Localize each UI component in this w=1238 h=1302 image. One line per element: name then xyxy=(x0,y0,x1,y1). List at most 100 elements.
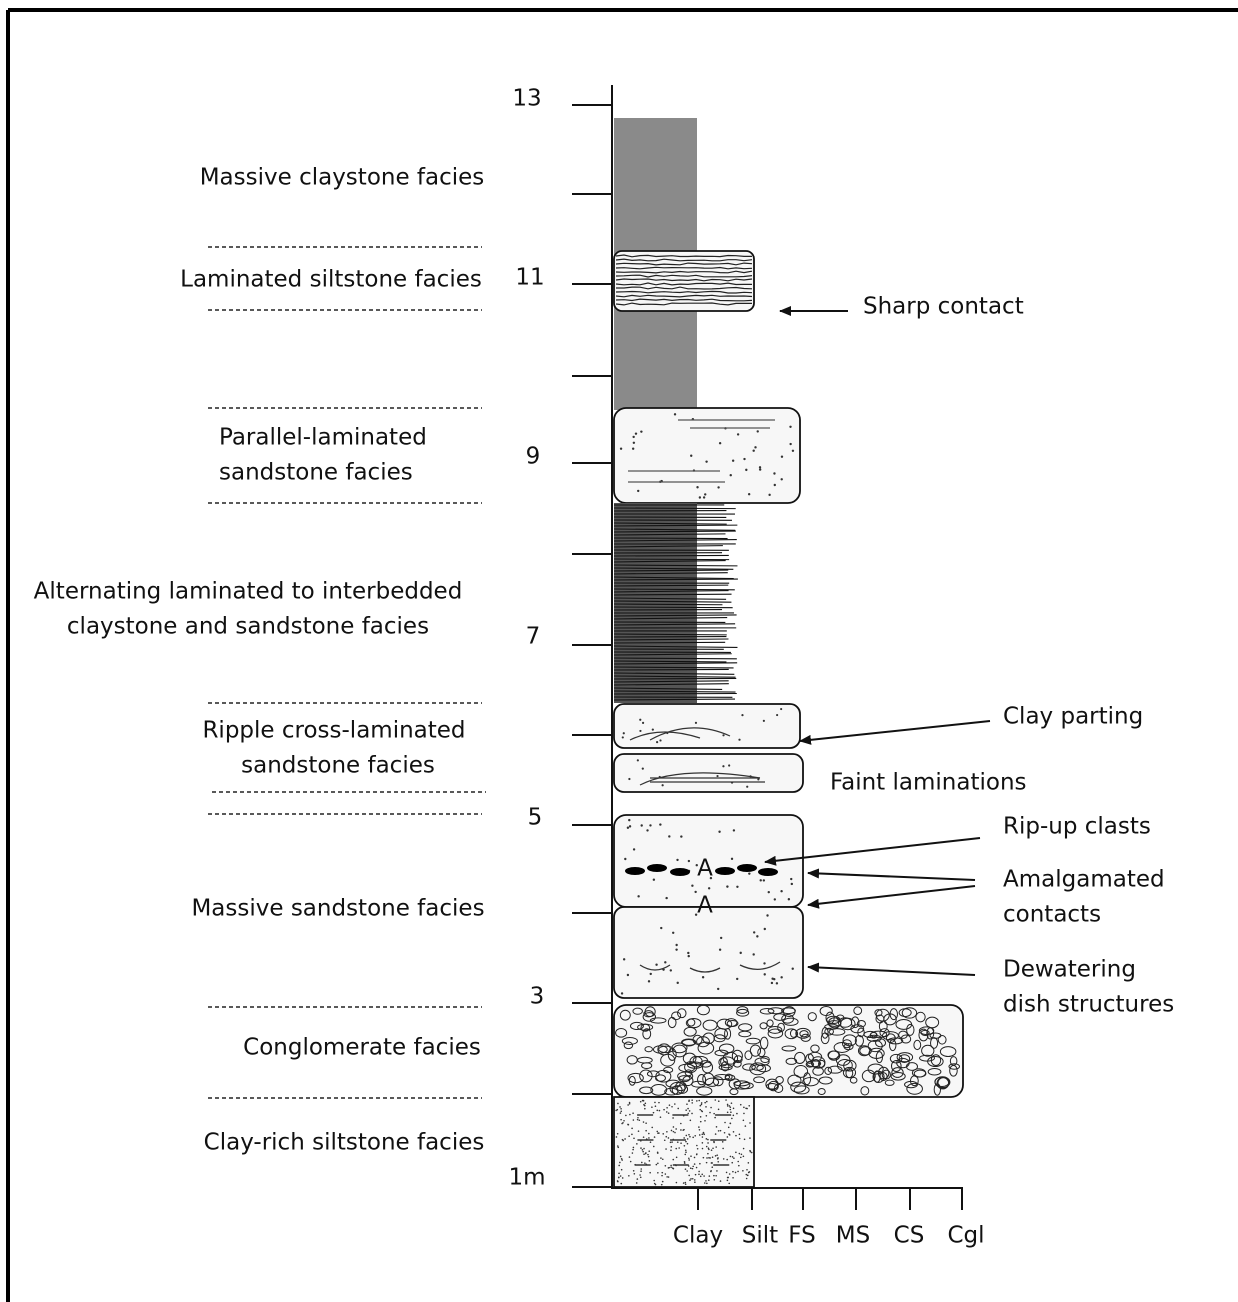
grain-dot xyxy=(708,1147,710,1149)
annotation: contacts xyxy=(1003,902,1101,928)
grain-dot xyxy=(657,1162,659,1164)
grain-dot xyxy=(653,1180,655,1182)
grain-dot xyxy=(683,1137,685,1139)
grain-dot xyxy=(687,1113,689,1115)
grain-dot xyxy=(637,1119,639,1121)
grain-dot xyxy=(642,1149,644,1151)
grain-dot xyxy=(695,1174,697,1176)
grain-dot xyxy=(747,1175,749,1177)
grain-dot xyxy=(639,1119,641,1121)
grain-dot xyxy=(706,1101,708,1103)
grain-dot xyxy=(692,1168,694,1170)
grain-dot xyxy=(692,1137,694,1139)
grain-dot xyxy=(659,1110,661,1112)
grain-dot xyxy=(689,1110,691,1112)
grain-dot xyxy=(776,714,778,716)
grain-dot xyxy=(620,448,622,450)
grain-dot xyxy=(781,456,783,458)
grain-dot xyxy=(711,1149,713,1151)
contact-label: A xyxy=(697,893,713,919)
grain-dot xyxy=(623,1120,625,1122)
grain-dot xyxy=(654,1183,656,1185)
grain-dot xyxy=(792,450,794,452)
grain-dot xyxy=(729,1105,731,1107)
depth-label: 13 xyxy=(512,86,541,112)
grain-dot xyxy=(653,1146,655,1148)
grain-dot xyxy=(723,1158,725,1160)
grain-dot xyxy=(722,765,724,767)
grain-dot xyxy=(714,1117,716,1119)
grain-dot xyxy=(700,1116,702,1118)
grain-dot xyxy=(792,967,794,969)
grain-dot xyxy=(699,1109,701,1111)
grain-dot xyxy=(789,426,791,428)
grain-dot xyxy=(630,1161,632,1163)
grain-dot xyxy=(662,1181,664,1183)
grain-dot xyxy=(633,848,635,850)
grain-dot xyxy=(617,1103,619,1105)
grain-dot xyxy=(746,1169,748,1171)
lamina xyxy=(614,693,737,694)
grain-dot xyxy=(774,484,776,486)
grain-dot xyxy=(763,879,765,881)
grain-dot xyxy=(741,714,743,716)
grain-dot xyxy=(627,974,629,976)
grain-dot xyxy=(651,1106,653,1108)
grain-dot xyxy=(703,1175,705,1177)
grain-dot xyxy=(634,1173,636,1175)
grain-dot xyxy=(674,1103,676,1105)
grain-size-label: CS xyxy=(894,1223,925,1249)
grain-dot xyxy=(688,1100,690,1102)
grain-dot xyxy=(687,1138,689,1140)
grain-dot xyxy=(648,1150,650,1152)
grain-dot xyxy=(707,1153,709,1155)
grain-dot xyxy=(717,486,719,488)
grain-dot xyxy=(709,1175,711,1177)
grain-dot xyxy=(773,472,775,474)
grain-dot xyxy=(649,824,651,826)
grain-dot xyxy=(704,493,706,495)
grain-dot xyxy=(703,496,705,498)
grain-dot xyxy=(708,887,710,889)
grain-dot xyxy=(726,885,728,887)
grain-dot xyxy=(702,1142,704,1144)
grain-dot xyxy=(684,1161,686,1163)
arrow xyxy=(808,886,975,905)
grain-dot xyxy=(694,1135,696,1137)
grain-dot xyxy=(665,1165,667,1167)
grain-dot xyxy=(683,1182,685,1184)
grain-dot xyxy=(730,1111,732,1113)
grain-dot xyxy=(733,1108,735,1110)
grain-dot xyxy=(618,1176,620,1178)
grain-dot xyxy=(671,1106,673,1108)
grain-dot xyxy=(743,1119,745,1121)
grain-dot xyxy=(680,1142,682,1144)
grain-dot xyxy=(689,1136,691,1138)
grain-dot xyxy=(698,1126,700,1128)
grain-dot xyxy=(661,1184,663,1186)
grain-dot xyxy=(718,831,720,833)
grain-dot xyxy=(749,1122,751,1124)
grain-dot xyxy=(717,1158,719,1160)
grain-dot xyxy=(627,1104,629,1106)
lamina xyxy=(614,604,722,605)
grain-dot xyxy=(628,1175,630,1177)
grain-dot xyxy=(735,1172,737,1174)
grain-dot xyxy=(730,474,732,476)
grain-dot xyxy=(647,1154,649,1156)
annotation: Amalgamated xyxy=(1003,867,1165,893)
grain-dot xyxy=(648,1137,650,1139)
clast xyxy=(715,867,735,875)
grain-dot xyxy=(675,948,677,950)
grain-dot xyxy=(651,1127,653,1129)
grain-dot xyxy=(624,858,626,860)
grain-dot xyxy=(748,1105,750,1107)
annotation: dish structures xyxy=(1003,992,1174,1018)
grain-dot xyxy=(700,1176,702,1178)
grain-dot xyxy=(702,976,704,978)
grain-dot xyxy=(727,1180,729,1182)
grain-dot xyxy=(685,1151,687,1153)
grain-dot xyxy=(699,1129,701,1131)
grain-dot xyxy=(740,1157,742,1159)
grain-dot xyxy=(688,955,690,957)
